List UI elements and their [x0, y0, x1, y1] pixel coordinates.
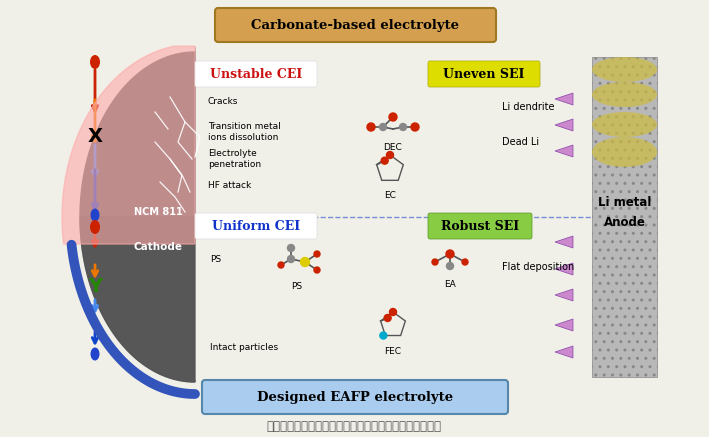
Polygon shape	[80, 217, 195, 382]
Circle shape	[314, 251, 320, 257]
Circle shape	[384, 315, 391, 322]
Bar	[592, 57, 657, 377]
Polygon shape	[555, 319, 573, 331]
Polygon shape	[555, 263, 573, 275]
Text: Intact particles: Intact particles	[210, 343, 278, 351]
Text: DEC: DEC	[384, 143, 403, 152]
Circle shape	[367, 123, 375, 131]
Circle shape	[399, 124, 406, 131]
Circle shape	[380, 332, 387, 339]
Ellipse shape	[91, 347, 99, 361]
Ellipse shape	[90, 55, 100, 69]
Polygon shape	[555, 93, 573, 105]
Circle shape	[288, 256, 294, 263]
Text: 双功能电解液调控宽温域锂金属电池界面相的原理示意图: 双功能电解液调控宽温域锂金属电池界面相的原理示意图	[267, 420, 442, 434]
FancyBboxPatch shape	[202, 380, 508, 414]
Circle shape	[447, 263, 454, 270]
Circle shape	[381, 157, 389, 164]
FancyBboxPatch shape	[195, 61, 317, 87]
FancyBboxPatch shape	[428, 213, 532, 239]
Text: Flat deposition: Flat deposition	[502, 262, 574, 272]
Ellipse shape	[592, 112, 657, 137]
Text: PS: PS	[210, 254, 221, 264]
Text: Anode: Anode	[604, 215, 646, 229]
Text: Cathode: Cathode	[133, 242, 182, 252]
Circle shape	[278, 262, 284, 268]
Text: Carbonate-based electrolyte: Carbonate-based electrolyte	[251, 18, 459, 31]
Text: Uneven SEI: Uneven SEI	[443, 67, 525, 80]
FancyBboxPatch shape	[195, 213, 317, 239]
Polygon shape	[62, 46, 195, 244]
Circle shape	[462, 259, 468, 265]
Ellipse shape	[592, 137, 657, 167]
Circle shape	[389, 113, 397, 121]
Polygon shape	[555, 119, 573, 131]
Ellipse shape	[592, 57, 657, 82]
Ellipse shape	[592, 82, 657, 107]
Circle shape	[379, 124, 386, 131]
Polygon shape	[555, 346, 573, 358]
Text: Cracks: Cracks	[208, 97, 238, 107]
Circle shape	[411, 123, 419, 131]
Text: EA: EA	[444, 280, 456, 289]
Text: Dead Li: Dead Li	[502, 137, 539, 147]
Circle shape	[446, 250, 454, 258]
Polygon shape	[555, 145, 573, 157]
FancyBboxPatch shape	[428, 61, 540, 87]
Circle shape	[389, 309, 396, 316]
Circle shape	[386, 152, 393, 159]
Text: Unstable CEI: Unstable CEI	[210, 67, 302, 80]
Bar	[592, 57, 657, 377]
Text: Electrolyte
penetration: Electrolyte penetration	[208, 149, 261, 169]
Ellipse shape	[90, 220, 100, 234]
FancyBboxPatch shape	[215, 8, 496, 42]
Polygon shape	[80, 52, 195, 382]
Text: Li metal: Li metal	[598, 195, 652, 208]
Text: PS: PS	[291, 282, 303, 291]
Circle shape	[314, 267, 320, 273]
Text: Designed EAFP electrolyte: Designed EAFP electrolyte	[257, 391, 453, 403]
Circle shape	[432, 259, 438, 265]
Ellipse shape	[91, 208, 99, 222]
Text: HF attack: HF attack	[208, 180, 251, 190]
Text: Li dendrite: Li dendrite	[502, 102, 554, 112]
Text: Robust SEI: Robust SEI	[441, 219, 519, 232]
Circle shape	[301, 257, 310, 267]
Text: Uniform CEI: Uniform CEI	[212, 219, 300, 232]
Text: FEC: FEC	[384, 347, 401, 356]
Text: Transition metal
ions dissolution: Transition metal ions dissolution	[208, 122, 281, 142]
Text: NCM 811: NCM 811	[133, 207, 182, 217]
Circle shape	[288, 244, 294, 252]
Polygon shape	[555, 236, 573, 248]
Polygon shape	[555, 289, 573, 301]
Text: Y: Y	[88, 277, 102, 296]
Text: EC: EC	[384, 191, 396, 200]
Text: X: X	[87, 128, 103, 146]
